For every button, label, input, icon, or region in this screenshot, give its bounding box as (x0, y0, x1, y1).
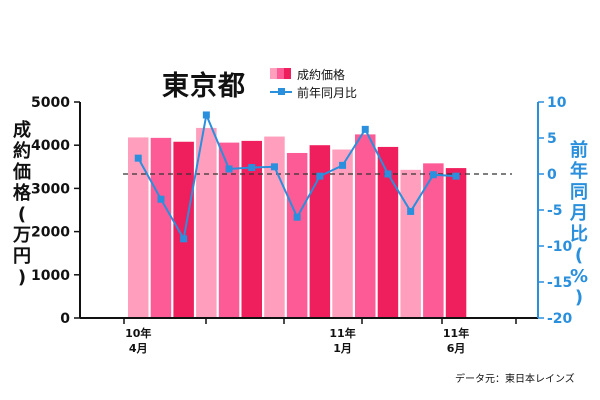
yoy-point (270, 163, 278, 171)
x-tick-label: 4月 (129, 342, 148, 355)
yoy-point (452, 172, 460, 180)
x-tick-label: 11年 (443, 326, 469, 340)
yoy-point (316, 172, 324, 180)
yoy-point (202, 111, 210, 119)
bar (377, 146, 399, 318)
y-left-tick-label: 5000 (31, 95, 70, 111)
y-left-tick-label: 2000 (31, 225, 70, 241)
x-tick-label: 10年 (125, 326, 151, 340)
bar (332, 149, 353, 318)
legend-line-marker (278, 88, 285, 95)
y-left-tick-label: 3000 (31, 181, 70, 197)
y-right-tick-label: 0 (547, 167, 557, 183)
data-source-note: データ元：東日本レインズ (455, 374, 575, 385)
yoy-point (134, 154, 142, 162)
yoy-point (407, 207, 415, 215)
bar (173, 141, 194, 318)
legend-line-label: 前年同月比 (297, 86, 358, 100)
yoy-point (384, 170, 392, 178)
yoy-point (225, 165, 233, 173)
bar (445, 168, 467, 318)
yoy-point (361, 125, 369, 133)
bar (218, 142, 240, 318)
bar (423, 163, 444, 318)
bar (128, 137, 149, 318)
x-tick-label: 6月 (447, 342, 466, 355)
legend-bar-swatch (270, 68, 277, 79)
bar (264, 136, 285, 318)
y-right-tick-label: -15 (547, 275, 572, 291)
legend-bar-swatch (284, 68, 291, 79)
bar (196, 127, 217, 318)
y-right-tick-label: 10 (547, 95, 567, 111)
bar (400, 169, 421, 318)
y-right-tick-label: -5 (547, 203, 563, 219)
y-left-tick-label: 4000 (31, 138, 70, 154)
bar (241, 140, 262, 318)
bar (355, 134, 376, 318)
y-left-tick-label: 1000 (31, 268, 70, 284)
yoy-point (293, 213, 301, 221)
legend-bar-swatch (277, 68, 284, 79)
yoy-point (180, 235, 188, 243)
y-right-tick-label: -10 (547, 239, 573, 255)
yoy-point (339, 161, 347, 169)
bar (150, 137, 172, 318)
yoy-point (157, 195, 165, 203)
yoy-point (429, 171, 437, 179)
y-right-tick-label: -20 (547, 311, 573, 327)
y-right-tick-label: 5 (547, 131, 557, 147)
yoy-point (248, 164, 256, 172)
chart-title: 東京都 (162, 71, 246, 102)
x-tick-label: 11年 (329, 326, 355, 340)
y-axis-left-label: 成 約 価 格 ( 万 円 ) (13, 120, 31, 288)
bar (309, 145, 331, 318)
y-left-tick-label: 0 (60, 311, 70, 327)
y-axis-right-label: 前 年 同 月 比 ( % ) (569, 140, 589, 308)
legend-bar-label: 成約価格 (297, 68, 346, 82)
bar (286, 152, 308, 318)
x-tick-label: 1月 (333, 342, 352, 355)
